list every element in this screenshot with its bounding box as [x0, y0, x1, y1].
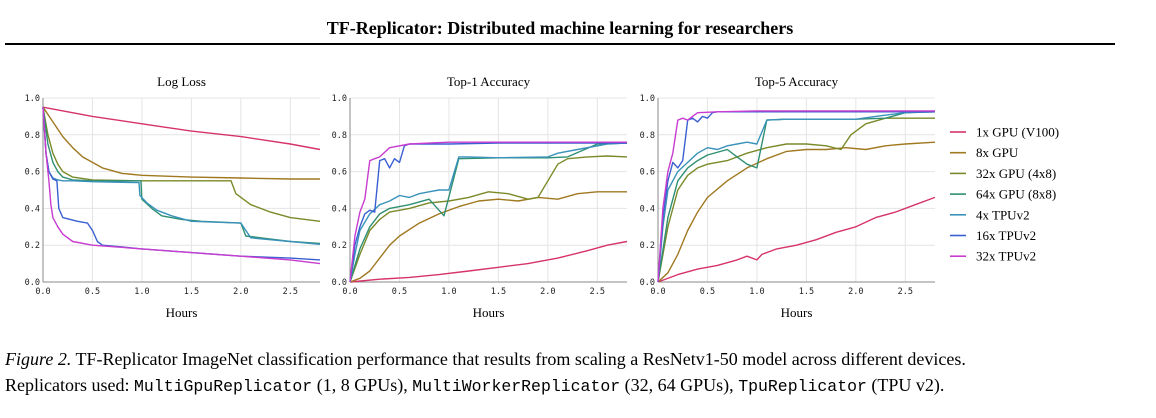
- x-tick-label: 2.0: [233, 287, 248, 297]
- chart-panel-2: Top-1 Accuracy 0.0 0.2 0.4 0.6 0.8 1.0 0.0 0.5 1.…: [332, 74, 628, 320]
- series-line-16x-tpuv2: [349, 142, 627, 283]
- caption-text-3: (1, 8 GPUs),: [312, 375, 413, 395]
- caption-text-1: TF-Replicator ImageNet classification pe…: [71, 349, 966, 369]
- chart-title: Top-1 Accuracy: [447, 74, 531, 89]
- x-tick-label: 2.0: [540, 287, 555, 297]
- caption-text-4: (32, 64 GPUs),: [620, 375, 739, 395]
- x-tick-label: 0.0: [35, 287, 50, 297]
- series-line-4x-tpuv2: [657, 111, 936, 283]
- header-rule: [5, 43, 1115, 45]
- chart-legend: 1x GPU (V100) 8x GPU 32x GPU (4x8) 64x GPU …: [950, 125, 1059, 264]
- series-line-4x-tpuv2: [42, 107, 321, 245]
- series-line-1x-gpu-v100-: [349, 240, 628, 283]
- x-tick-label: 1.0: [134, 287, 149, 297]
- series-line-32x-tpuv2: [349, 141, 627, 283]
- x-tick-label: 2.5: [283, 287, 298, 297]
- series-line-8x-gpu: [657, 141, 936, 283]
- series-line-32x-tpuv2: [42, 107, 321, 265]
- y-tick-label: 0.2: [25, 241, 40, 251]
- legend-label: 4x TPUv2: [976, 207, 1030, 222]
- x-tick-label: 1.5: [184, 287, 199, 297]
- y-tick-label: 0.6: [332, 168, 347, 178]
- legend-label: 64x GPU (8x8): [976, 187, 1056, 202]
- series-line-32x-tpuv2: [657, 110, 935, 283]
- y-tick-label: 0.4: [25, 204, 40, 214]
- x-tick-label: 0.5: [700, 287, 715, 297]
- caption-code-2: MultiWorkerReplicator: [412, 377, 621, 396]
- x-axis-label: Hours: [781, 305, 813, 320]
- series-line-64x-gpu-8x8-: [657, 111, 936, 283]
- y-tick-label: 1.0: [332, 94, 347, 104]
- legend-label: 1x GPU (V100): [976, 125, 1059, 140]
- series-line-1x-gpu-v100-: [657, 196, 936, 283]
- series-line-32x-gpu-4x8-: [42, 107, 321, 222]
- chart-panel-1: Log Loss 0.0 0.2 0.4 0.6 0.8 1.0 0.0 0.5 1.0 1.5 2.…: [25, 74, 321, 320]
- x-tick-label: 2.5: [898, 287, 913, 297]
- series-line-32x-gpu-4x8-: [657, 117, 935, 283]
- y-tick-label: 0.8: [332, 131, 347, 141]
- y-tick-label: 0.0: [332, 278, 347, 288]
- legend-label: 32x TPUv2: [976, 249, 1036, 264]
- page-title: TF-Replicator: Distributed machine learn…: [326, 18, 794, 38]
- x-tick-label: 1.0: [441, 287, 456, 297]
- caption-figure-label: Figure 2.: [5, 349, 72, 369]
- y-tick-label: 0.2: [332, 241, 347, 251]
- y-tick-label: 0.0: [640, 278, 655, 288]
- series-line-4x-tpuv2: [349, 142, 628, 283]
- legend-label: 16x TPUv2: [976, 228, 1036, 243]
- y-tick-label: 0.0: [25, 278, 40, 288]
- y-tick-label: 0.4: [640, 204, 655, 214]
- x-tick-label: 0.0: [342, 287, 357, 297]
- figure-caption: Figure 2. TF-Replicator ImageNet classif…: [5, 346, 1150, 400]
- series-line-8x-gpu: [349, 191, 627, 283]
- legend-label: 32x GPU (4x8): [976, 166, 1056, 181]
- x-tick-label: 0.5: [392, 287, 407, 297]
- chart-title: Top-5 Accuracy: [755, 74, 839, 89]
- series-line-32x-gpu-4x8-: [349, 155, 628, 283]
- legend-label: 8x GPU: [976, 145, 1019, 160]
- series-line-1x-gpu-v100-: [42, 106, 321, 151]
- x-tick-label: 1.5: [799, 287, 814, 297]
- y-tick-label: 0.2: [640, 241, 655, 251]
- y-tick-label: 0.6: [640, 168, 655, 178]
- charts-figure: Log Loss 0.0 0.2 0.4 0.6 0.8 1.0 0.0 0.5 1.0 1.5 2.…: [25, 74, 1059, 320]
- x-tick-label: 1.5: [491, 287, 506, 297]
- series-line-8x-gpu: [42, 106, 320, 180]
- x-tick-label: 0.5: [85, 287, 100, 297]
- series-line-16x-tpuv2: [657, 111, 935, 283]
- chart-panel-3: Top-5 Accuracy 0.0 0.2 0.4 0.6 0.8 1.0 0.0 0.5 1.…: [640, 74, 936, 320]
- chart-title: Log Loss: [157, 74, 206, 89]
- series-line-64x-gpu-8x8-: [42, 107, 321, 245]
- y-tick-label: 0.6: [25, 168, 40, 178]
- caption-code-3: TpuReplicator: [738, 377, 867, 396]
- y-tick-label: 0.8: [640, 131, 655, 141]
- y-tick-label: 0.8: [25, 131, 40, 141]
- y-tick-label: 0.4: [332, 204, 347, 214]
- x-tick-label: 1.0: [749, 287, 764, 297]
- x-axis-label: Hours: [166, 305, 198, 320]
- caption-text-2: Replicators used:: [5, 375, 134, 395]
- caption-code-1: MultiGpuReplicator: [133, 377, 313, 396]
- y-tick-label: 1.0: [25, 94, 40, 104]
- x-axis-label: Hours: [473, 305, 505, 320]
- x-tick-label: 2.0: [848, 287, 863, 297]
- x-tick-label: 0.0: [650, 287, 665, 297]
- series-line-64x-gpu-8x8-: [349, 142, 628, 283]
- x-tick-label: 2.5: [590, 287, 605, 297]
- caption-text-5: (TPU v2).: [866, 375, 945, 395]
- y-tick-label: 1.0: [640, 94, 655, 104]
